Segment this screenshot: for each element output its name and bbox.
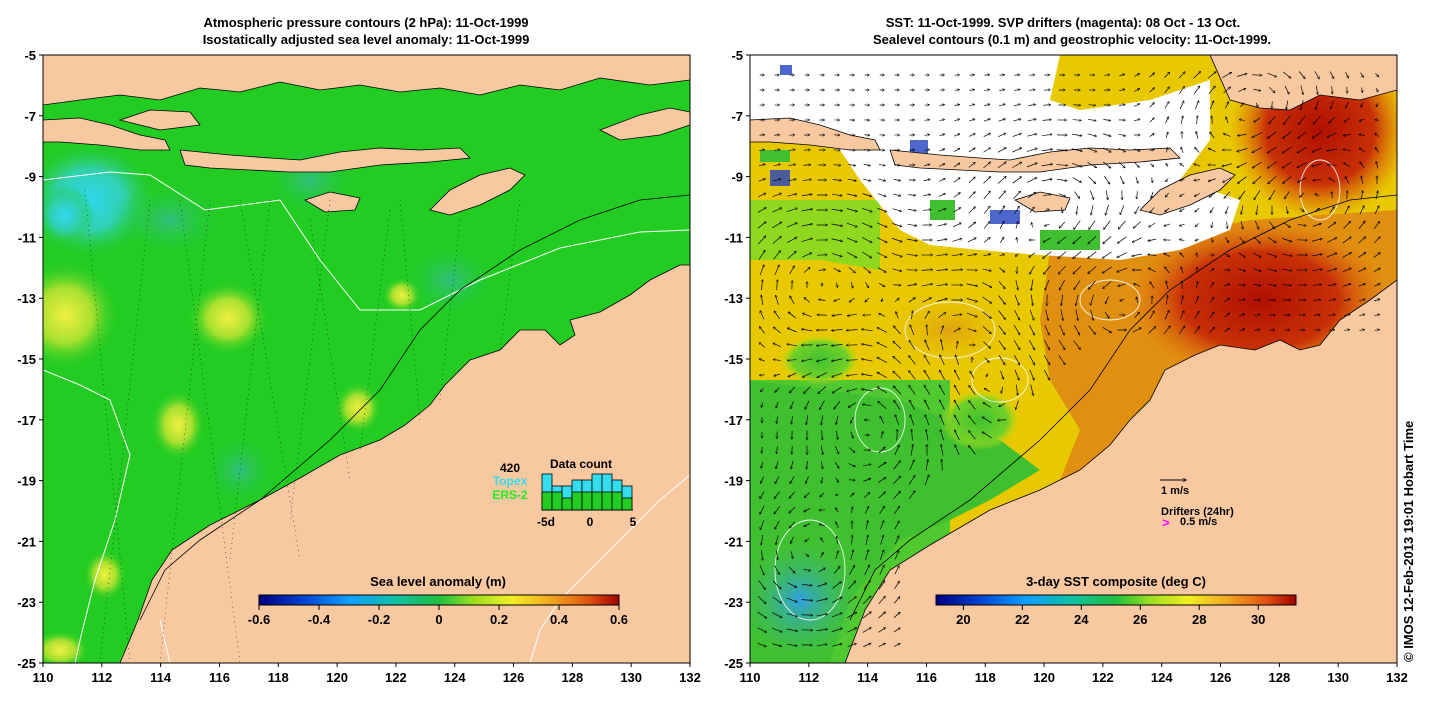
right-x-tick-label: 132	[1386, 670, 1408, 685]
left-x-tick-label: 128	[562, 670, 584, 685]
left-colorbar-tick-label: 0.2	[490, 612, 508, 627]
right-x-tick-label: 118	[975, 670, 996, 685]
ers2-count-bar	[562, 498, 572, 510]
left-y-tick-label: -17	[17, 413, 36, 428]
right-x-tick-label: 120	[1033, 670, 1055, 685]
data-count-x-tick-label: 0	[587, 515, 594, 529]
left-y-tick-label: -15	[17, 352, 36, 367]
right-x-tick-label: 126	[1210, 670, 1232, 685]
ers2-count-bar	[552, 492, 562, 510]
data-count-x-tick-label: 5	[630, 515, 637, 529]
left-colorbar-tick-label: -0.2	[368, 612, 390, 627]
right-colorbar-tick-label: 30	[1251, 612, 1265, 627]
sla-map: Atmospheric pressure contours (2 hPa): 1…	[10, 15, 701, 685]
left-x-tick-label: 130	[620, 670, 642, 685]
right-y-tick-label: -23	[724, 595, 743, 610]
sst-colorbar-label: 3-day SST composite (deg C)	[1026, 574, 1206, 589]
left-y-axis: -5 -7 -9 -11 -13 -15 -17 -19 -21 -23 -25	[17, 48, 43, 671]
right-title-line2: Sealevel contours (0.1 m) and geostrophi…	[873, 32, 1271, 47]
right-colorbar-tick-label: 20	[956, 612, 970, 627]
left-y-tick-label: -13	[17, 291, 36, 306]
imos-credit: © IMOS 12-Feb-2013 19:01 Hobart Time	[1401, 421, 1416, 662]
right-x-tick-label: 122	[1092, 670, 1114, 685]
right-y-tick-label: -7	[731, 109, 743, 124]
left-colorbar-tick-label: 0.4	[550, 612, 569, 627]
left-y-tick-label: -21	[17, 534, 36, 549]
right-y-tick-label: -19	[724, 474, 743, 489]
ers2-count-bar	[572, 492, 582, 510]
right-x-tick-label: 128	[1269, 670, 1291, 685]
left-x-tick-label: 114	[150, 670, 172, 685]
right-x-tick-label: 130	[1327, 670, 1349, 685]
right-y-tick-label: -17	[724, 413, 743, 428]
sla-colorbar-label: Sea level anomaly (m)	[370, 574, 506, 589]
left-title-line1: Atmospheric pressure contours (2 hPa): 1…	[203, 15, 528, 30]
data-count-x-tick-label: -5d	[537, 515, 555, 529]
right-colorbar-tick-label: 22	[1015, 612, 1029, 627]
right-colorbar-tick-label: 26	[1133, 612, 1147, 627]
left-x-tick-label: 132	[679, 670, 701, 685]
left-x-tick-label: 110	[33, 670, 54, 685]
right-y-tick-label: -11	[725, 230, 743, 245]
drifter-scale-label: 0.5 m/s	[1180, 516, 1217, 528]
right-y-tick-label: -21	[724, 534, 743, 549]
left-y-tick-label: -11	[18, 230, 36, 245]
right-y-tick-label: -25	[724, 656, 743, 671]
left-x-tick-label: 112	[91, 670, 112, 685]
ers2-count-bar	[612, 492, 622, 510]
left-x-tick-label: 126	[503, 670, 525, 685]
right-y-tick-label: -9	[731, 170, 743, 185]
right-y-tick-label: -5	[731, 48, 743, 63]
left-y-tick-label: -7	[24, 109, 36, 124]
left-colorbar-tick-label: -0.4	[308, 612, 331, 627]
left-x-axis: 110 112 114 116 118 120 122 124 126 128 130 132	[33, 663, 701, 685]
right-x-tick-label: 116	[916, 670, 937, 685]
velocity-scale-label: 1 m/s	[1161, 485, 1189, 497]
left-x-tick-label: 122	[385, 670, 407, 685]
left-colorbar-tick-label: -0.6	[248, 612, 270, 627]
ers2-count-bar	[582, 492, 592, 510]
right-x-tick-label: 114	[857, 670, 879, 685]
ers2-count-bar	[602, 492, 612, 510]
drifter-arrow-icon: >	[1162, 515, 1170, 530]
right-colorbar-tick-label: 28	[1192, 612, 1206, 627]
left-y-tick-label: -25	[17, 656, 36, 671]
ers2-count-bar	[542, 492, 552, 510]
data-count-title: Data count	[550, 457, 612, 471]
right-x-tick-label: 112	[798, 670, 819, 685]
left-y-tick-label: -5	[24, 48, 36, 63]
left-x-tick-label: 116	[209, 670, 230, 685]
left-colorbar-tick-label: 0	[435, 612, 442, 627]
right-colorbar-tick-label: 24	[1074, 612, 1089, 627]
left-x-tick-label: 120	[326, 670, 348, 685]
right-title-line1: SST: 11-Oct-1999. SVP drifters (magenta)…	[886, 15, 1241, 30]
left-y-tick-label: -9	[24, 170, 36, 185]
ers2-count-bar	[622, 498, 632, 510]
right-y-tick-label: -15	[724, 352, 743, 367]
data-count-topex-label: Topex	[493, 474, 528, 488]
right-x-axis: 110 112 114 116 118 120 122 124 126 128 130 132	[740, 663, 1408, 685]
data-count-ers2-label: ERS-2	[492, 488, 528, 502]
sst-map: SST: 11-Oct-1999. SVP drifters (magenta)…	[724, 15, 1410, 685]
left-x-tick-label: 124	[444, 670, 466, 685]
data-count-total: 420	[500, 461, 520, 475]
right-x-tick-label: 124	[1151, 670, 1173, 685]
right-y-tick-label: -13	[724, 291, 743, 306]
left-title-line2: Isostatically adjusted sea level anomaly…	[203, 32, 530, 47]
ers2-count-bar	[592, 492, 602, 510]
left-y-tick-label: -19	[17, 474, 36, 489]
left-y-tick-label: -23	[17, 595, 36, 610]
right-y-axis: -5 -7 -9 -11 -13 -15 -17 -19 -21 -23 -25	[724, 48, 750, 671]
right-x-tick-label: 110	[740, 670, 761, 685]
left-x-tick-label: 118	[268, 670, 289, 685]
left-colorbar-tick-label: 0.6	[610, 612, 628, 627]
